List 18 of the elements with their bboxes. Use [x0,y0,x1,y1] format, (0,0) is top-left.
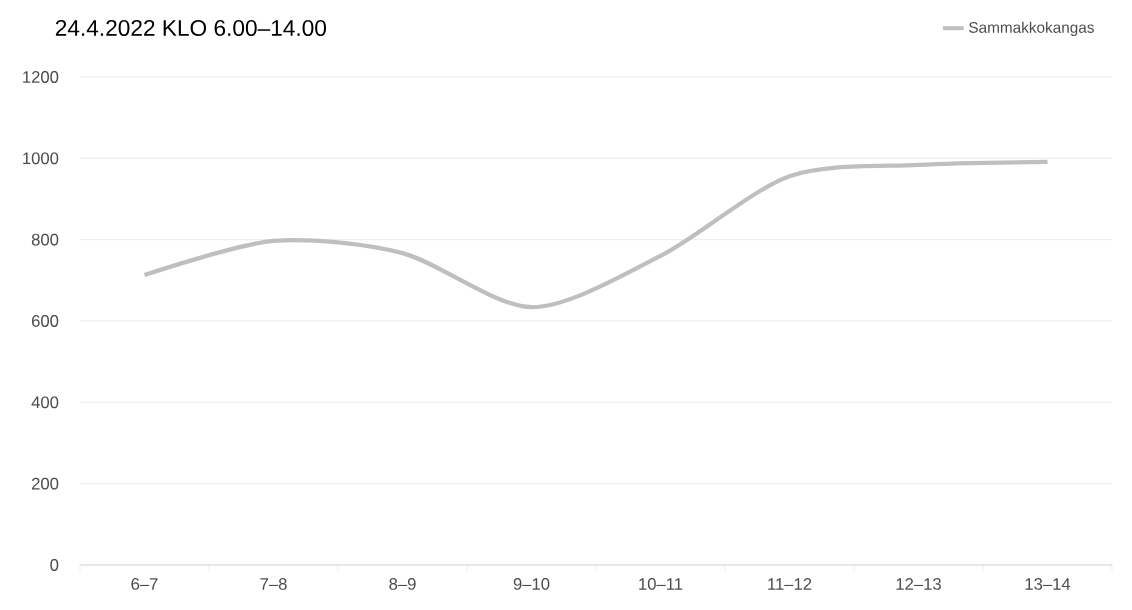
x-tick-label: 13–14 [1025,578,1071,590]
y-tick-label: 1000 [23,152,59,165]
x-tick-label: 12–13 [896,578,941,590]
y-tick-label: 1200 [23,71,59,83]
y-tick-label: 600 [31,315,59,327]
x-tick-label: 11–12 [768,578,812,590]
y-tick-label: 200 [31,477,59,490]
x-tick-label: 10–11 [639,578,683,590]
line-series [142,159,1050,310]
y-tick-label: 0 [50,559,59,571]
y-tick-label: 400 [31,396,59,409]
y-tick-label: 800 [31,233,59,246]
x-tick-label: 6–7 [131,578,158,590]
x-tick-label: 8–9 [389,578,416,590]
legend-label: Sammakkokangas [969,21,1094,36]
x-tick-label: 9–10 [513,578,550,590]
x-tick-label: 7–8 [260,578,287,590]
chart-title: 24.4.2022 KLO 6.00–14.00 [55,19,327,37]
